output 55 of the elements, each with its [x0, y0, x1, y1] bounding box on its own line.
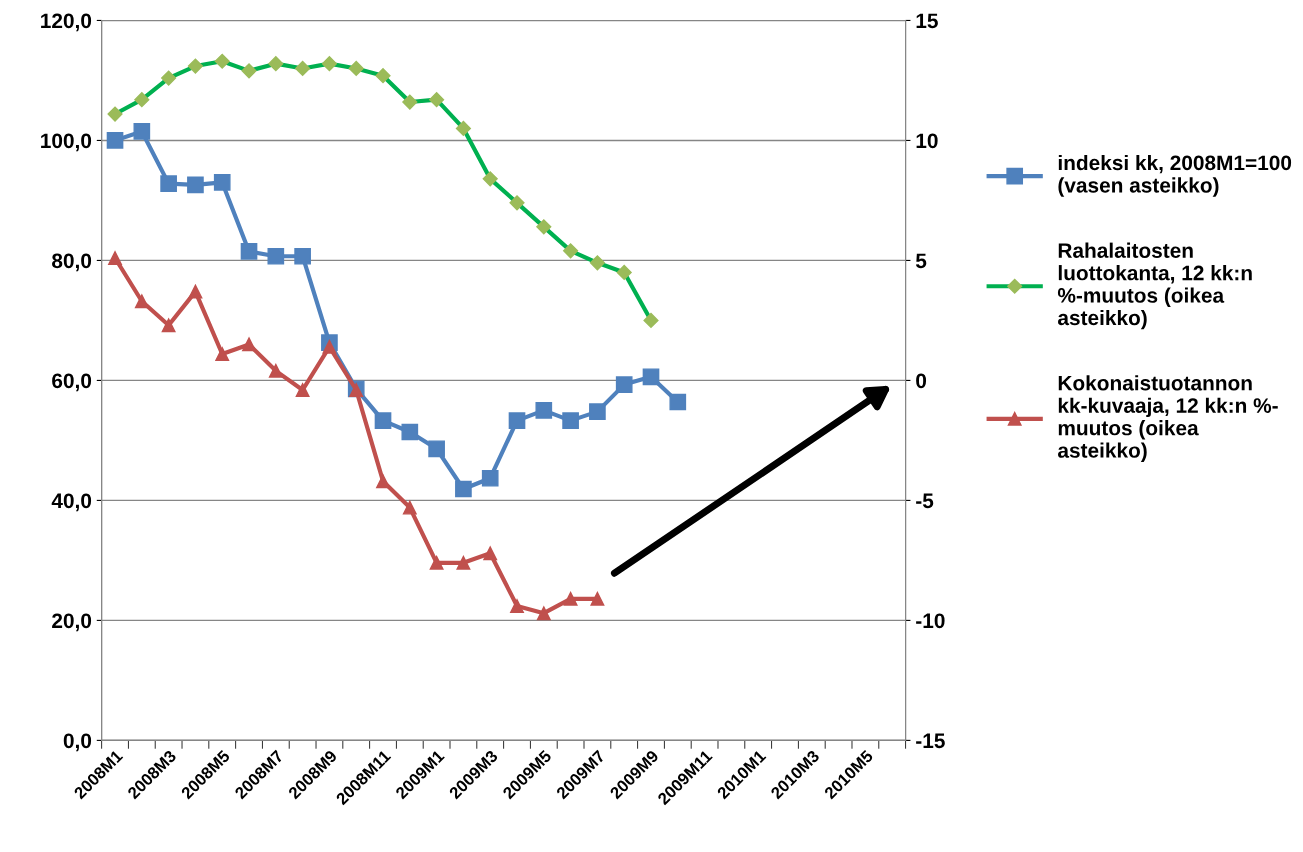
- point: [133, 123, 151, 140]
- point: [483, 546, 498, 561]
- point: [268, 363, 283, 378]
- y2-tick-label: 0: [916, 373, 927, 389]
- point: [160, 175, 177, 192]
- y-tick-label: 20,0: [52, 613, 92, 632]
- y-tick-label: 120,0: [41, 13, 92, 32]
- point: [374, 412, 392, 429]
- point: [535, 402, 553, 419]
- point: [481, 469, 499, 487]
- y2-tick-label: 15: [916, 13, 938, 29]
- point: [188, 284, 203, 299]
- point: [589, 403, 606, 420]
- point: [242, 337, 256, 352]
- point: [401, 423, 419, 441]
- point: [295, 383, 310, 397]
- point: [508, 412, 526, 429]
- point: [428, 440, 445, 458]
- y-tick-label: 40,0: [51, 493, 92, 512]
- point: [642, 368, 660, 386]
- point: [402, 500, 417, 515]
- point: [669, 393, 687, 411]
- point: [213, 174, 231, 191]
- point: [240, 243, 258, 260]
- y2-tick-label: 5: [915, 253, 927, 269]
- point: [590, 591, 605, 606]
- y2-tick-label: -10: [916, 613, 945, 629]
- point: [267, 247, 285, 265]
- y-tick-label: 0,0: [63, 733, 92, 752]
- y2-tick-label: 10: [916, 133, 938, 149]
- legend-label: Kokonaistuotannon kk-kuvaaja, 12 kk:n %- muutos (oikea asteikko): [1058, 375, 1278, 462]
- point: [510, 599, 524, 613]
- point: [563, 591, 578, 606]
- legend-label: Rahalaitosten luottokanta, 12 kk:n %-muutos (oikea asteikko): [1057, 242, 1252, 330]
- y-tick-label: 60,0: [52, 373, 92, 392]
- point: [322, 339, 337, 354]
- point: [455, 480, 472, 498]
- point: [429, 555, 444, 570]
- point: [161, 318, 176, 333]
- y2-tick-label: -5: [916, 493, 934, 509]
- point: [376, 474, 390, 489]
- point: [215, 347, 230, 361]
- point: [134, 294, 149, 309]
- point: [294, 247, 311, 265]
- point: [108, 251, 122, 265]
- y-tick-label: 80,0: [52, 253, 92, 272]
- legend-label: indeksi kk, 2008M1=100 (vasen asteikko): [1058, 154, 1292, 197]
- point: [456, 555, 471, 570]
- point: [562, 412, 579, 429]
- point: [536, 606, 551, 621]
- y2-tick-label: -15: [916, 733, 945, 749]
- y-tick-label: 100,0: [41, 133, 92, 152]
- point: [615, 376, 633, 393]
- point: [187, 176, 204, 194]
- point: [106, 132, 124, 149]
